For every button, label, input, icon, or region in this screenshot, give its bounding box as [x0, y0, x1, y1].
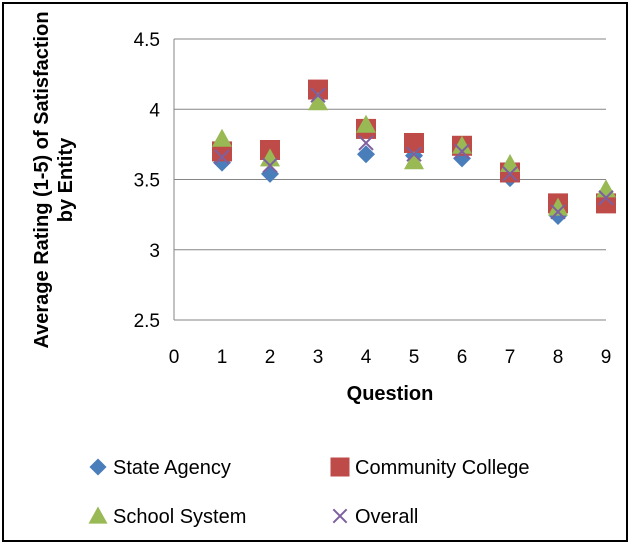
data-point: [406, 146, 422, 162]
legend-label: State Agency: [113, 457, 231, 479]
y-axis-tick-labels: 2.5 3 3.5 4 4.5: [134, 30, 161, 332]
y-axis-title: Average Rating (1-5) of Satisfaction by E…: [31, 11, 77, 348]
gridlines: [173, 38, 606, 321]
legend-marker-diamond: [89, 458, 107, 476]
data-point: [260, 148, 280, 167]
series-community-college: [212, 79, 616, 214]
data-points: [212, 79, 616, 226]
data-point: [357, 145, 375, 164]
data-point: [262, 157, 278, 174]
legend-entry: School System: [88, 506, 246, 528]
data-point: [261, 164, 279, 183]
y-tick-label: 4: [149, 100, 160, 121]
x-axis-title: Question: [347, 383, 434, 405]
data-point: [596, 193, 616, 214]
y-tick-label: 2.5: [134, 311, 160, 332]
data-point: [356, 114, 376, 133]
legend-marker-triangle: [88, 506, 108, 524]
x-tick-label: 7: [505, 347, 516, 368]
x-tick-label: 8: [553, 347, 564, 368]
x-tick-label: 3: [313, 347, 324, 368]
legend-marker-x: [332, 508, 348, 524]
data-point: [308, 92, 328, 111]
legend-marker-square: [330, 457, 350, 477]
legend: State Agency Community College School Syst…: [88, 457, 530, 528]
x-tick-label: 0: [169, 347, 180, 368]
x-axis-tick-labels: 0 1 2 3 4 5 6 7 8 9: [169, 347, 612, 368]
data-point: [212, 128, 232, 147]
data-point: [308, 79, 328, 100]
y-tick-label: 3.5: [134, 171, 160, 192]
x-tick-label: 5: [409, 347, 420, 368]
data-point: [452, 135, 472, 154]
x-tick-label: 6: [457, 347, 468, 368]
legend-label: Community College: [355, 457, 530, 479]
data-point: [502, 166, 518, 182]
data-point: [548, 197, 568, 216]
x-tick-label: 4: [361, 347, 372, 368]
x-tick-label: 2: [265, 347, 276, 368]
data-point: [596, 179, 616, 198]
data-point: [454, 143, 470, 160]
data-point: [404, 151, 424, 170]
data-point: [404, 132, 424, 153]
data-point: [598, 190, 614, 206]
legend-entry: Community College: [330, 457, 530, 479]
legend-entry: State Agency: [89, 457, 231, 479]
legend-label: Overall: [355, 506, 418, 528]
data-point: [358, 135, 374, 151]
legend-entry: Overall: [332, 506, 418, 528]
data-point: [310, 87, 326, 103]
x-tick-label: 9: [601, 347, 612, 368]
data-point: [214, 149, 230, 165]
y-tick-label: 4.5: [134, 30, 160, 51]
legend-label: School System: [113, 506, 246, 528]
x-tick-label: 1: [217, 347, 228, 368]
y-tick-label: 3: [149, 241, 160, 262]
series-overall: [214, 87, 614, 220]
data-point: [550, 204, 566, 220]
